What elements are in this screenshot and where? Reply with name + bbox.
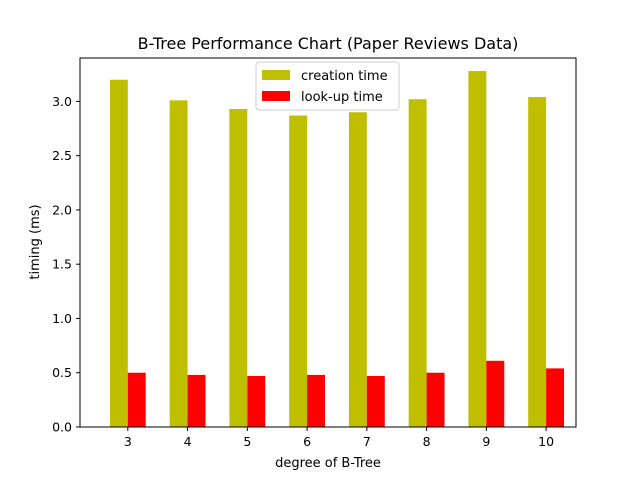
legend-label-creation: creation time: [301, 69, 388, 84]
lookup-time-bar-3: [127, 372, 146, 427]
creation-time-bar-4: [169, 100, 188, 427]
creation-time-bar-5: [229, 109, 248, 427]
x-tick-label: 3: [124, 434, 132, 449]
x-axis-label: degree of B-Tree: [275, 456, 381, 471]
x-tick-label: 5: [243, 434, 251, 449]
axes-layer: [79, 57, 577, 428]
y-tick-label: 2.0: [52, 202, 72, 217]
y-tick-label: 1.5: [52, 257, 72, 272]
y-tick-label: 0.0: [52, 420, 72, 435]
legend-label-lookup: look-up time: [301, 90, 383, 105]
lookup-time-bar-8: [426, 372, 445, 427]
x-tick-label: 4: [184, 434, 192, 449]
creation-time-bar-3: [109, 79, 128, 428]
y-tick-label: 2.5: [52, 148, 72, 163]
x-tick-label: 10: [538, 434, 554, 449]
creation-time-bar-6: [289, 115, 308, 428]
x-tick-label: 7: [363, 434, 371, 449]
x-tick-label: 6: [303, 434, 311, 449]
plot-frame: [79, 57, 577, 428]
y-axis-label: timing (ms): [28, 204, 43, 279]
y-tick-label: 0.5: [52, 365, 72, 380]
creation-time-bar-10: [528, 97, 547, 427]
x-tick-label: 9: [482, 434, 490, 449]
lookup-time-bar-10: [546, 368, 565, 427]
lookup-time-bar-7: [366, 375, 385, 427]
lookup-time-bar-5: [247, 375, 266, 427]
ticks-layer: 0.0 0.5 1.0 1.5 2.0 2.5 3.0 3 4 5 6 7 8 9 10: [52, 94, 554, 449]
chart-title: B-Tree Performance Chart (Paper Reviews …: [138, 34, 519, 53]
x-tick-label: 8: [423, 434, 431, 449]
creation-time-bar-8: [408, 99, 427, 428]
lookup-time-bar-6: [307, 374, 326, 427]
y-tick-label: 1.0: [52, 311, 72, 326]
y-tick-label: 3.0: [52, 94, 72, 109]
legend-box: [255, 61, 400, 111]
legend: creation time look-up time: [255, 61, 400, 111]
bars-layer: [109, 71, 565, 428]
legend-swatch-creation: [262, 70, 290, 80]
legend-swatch-lookup: [262, 91, 290, 101]
lookup-time-bar-9: [486, 360, 505, 427]
lookup-time-bar-4: [187, 374, 206, 427]
creation-time-bar-9: [468, 71, 487, 428]
creation-time-bar-7: [348, 112, 367, 427]
